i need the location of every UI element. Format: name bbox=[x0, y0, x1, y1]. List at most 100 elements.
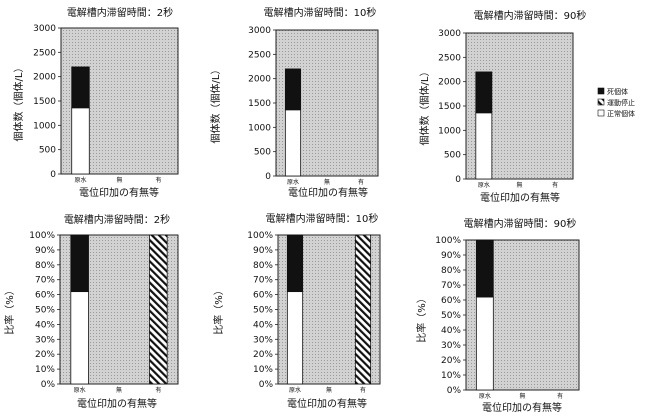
y-tick-label: 0% bbox=[259, 380, 274, 390]
x-axis-label: 電位印加の有無等 bbox=[480, 191, 560, 204]
y-tick-label: 90% bbox=[441, 251, 461, 261]
category-label: 有 bbox=[358, 178, 364, 186]
panel-title: 電解槽内滞留時間：90秒 bbox=[474, 9, 587, 22]
category-label: 原水 bbox=[74, 176, 86, 184]
category-label: 原水 bbox=[479, 392, 491, 400]
y-tick-label: 1500 bbox=[248, 99, 271, 109]
x-axis-label: 電位印加の有無等 bbox=[482, 401, 562, 414]
y-tick-label: 30% bbox=[35, 335, 55, 345]
panel-count-90s: 電解槽内滞留時間：90秒 個体数（個体/L） 原水 無 有 0 500 1000 1500 2… bbox=[418, 9, 586, 204]
legend-swatch-stopped bbox=[597, 98, 605, 106]
y-tick-label: 20% bbox=[35, 350, 55, 360]
y-tick-label: 100% bbox=[29, 231, 55, 241]
y-tick-label: 70% bbox=[441, 281, 461, 291]
y-tick-label: 60% bbox=[253, 291, 273, 301]
y-axis-label: 個体数（個体/L） bbox=[418, 67, 431, 146]
y-tick-label: 500 bbox=[444, 151, 461, 161]
panel-title: 電解槽内滞留時間：90秒 bbox=[464, 217, 577, 230]
y-tick-label: 70% bbox=[253, 276, 273, 286]
bar-segment bbox=[286, 291, 304, 385]
y-tick-label: 50% bbox=[35, 306, 55, 316]
bar-segment bbox=[354, 234, 372, 385]
bar-segment bbox=[71, 107, 90, 175]
y-tick-label: 20% bbox=[253, 350, 273, 360]
bar-segment bbox=[475, 71, 493, 114]
category-label: 無 bbox=[116, 386, 122, 394]
legend: 死個体 運動停止 正常個体 bbox=[597, 87, 635, 118]
y-tick-label: 20% bbox=[441, 356, 461, 366]
y-tick-label: 0% bbox=[447, 386, 462, 396]
panel-ratio-90s: 電解槽内滞留時間：90秒 比率（%） 原水 無 有 0% 10% 20% 30% 40% 50%… bbox=[415, 217, 580, 414]
category-label: 無 bbox=[519, 392, 525, 400]
panel-ratio-2s: 電解槽内滞留時間：2秒 比率（%） 原水 無 有 0% 10% 20% 30% 40% 50% 6… bbox=[3, 213, 179, 410]
panel-count-2s: 電解槽内滞留時間：2秒 個体数（個体/L） 原水 無 有 0 500 1000 1500 20… bbox=[12, 6, 179, 199]
y-tick-label: 30% bbox=[441, 341, 461, 351]
y-tick-label: 1500 bbox=[33, 97, 56, 107]
category-label: 原水 bbox=[287, 178, 299, 186]
y-tick-label: 60% bbox=[35, 291, 55, 301]
y-tick-label: 1000 bbox=[438, 126, 461, 136]
legend-swatch-dead bbox=[597, 87, 605, 95]
bar-segment bbox=[149, 234, 168, 385]
y-tick-label: 10% bbox=[441, 371, 461, 381]
y-tick-label: 100% bbox=[435, 236, 461, 246]
y-tick-label: 3000 bbox=[248, 26, 271, 36]
panel-title: 電解槽内滞留時間：10秒 bbox=[264, 6, 377, 19]
legend-label-stopped: 運動停止 bbox=[607, 98, 635, 107]
x-axis-label: 電位印加の有無等 bbox=[79, 186, 159, 199]
legend-label-normal: 正常個体 bbox=[607, 109, 635, 118]
y-tick-label: 80% bbox=[253, 261, 273, 271]
y-tick-label: 40% bbox=[253, 320, 273, 330]
y-tick-label: 60% bbox=[441, 296, 461, 306]
y-tick-label: 3000 bbox=[33, 24, 56, 34]
y-axis-label: 個体数（個体/L） bbox=[12, 63, 25, 142]
x-axis-label: 電位印加の有無等 bbox=[288, 186, 368, 199]
y-tick-label: 50% bbox=[253, 306, 273, 316]
y-axis-label: 個体数（個体/L） bbox=[209, 65, 222, 144]
y-tick-label: 2500 bbox=[438, 53, 461, 63]
y-tick-label: 40% bbox=[441, 326, 461, 336]
x-axis-label: 電位印加の有無等 bbox=[287, 397, 367, 410]
y-tick-label: 2500 bbox=[248, 50, 271, 60]
category-label: 有 bbox=[155, 176, 161, 184]
bar-segment bbox=[286, 234, 304, 293]
category-label: 有 bbox=[552, 181, 558, 189]
category-label: 無 bbox=[326, 386, 332, 394]
y-tick-label: 500 bbox=[39, 146, 56, 156]
panel-title: 電解槽内滞留時間：10秒 bbox=[266, 212, 379, 225]
panel-title: 電解槽内滞留時間：2秒 bbox=[67, 6, 173, 19]
category-label: 原水 bbox=[74, 386, 86, 394]
y-tick-label: 90% bbox=[253, 246, 273, 256]
bar-segment bbox=[70, 234, 89, 293]
y-tick-label: 50% bbox=[441, 311, 461, 321]
y-tick-label: 80% bbox=[441, 266, 461, 276]
y-tick-label: 500 bbox=[254, 148, 271, 158]
bar-segment bbox=[71, 66, 90, 109]
y-tick-label: 40% bbox=[35, 320, 55, 330]
category-label: 有 bbox=[155, 386, 161, 394]
y-axis-label: 比率（%） bbox=[415, 293, 428, 343]
y-tick-label: 10% bbox=[253, 365, 273, 375]
y-tick-label: 1000 bbox=[33, 121, 56, 131]
legend-swatch-normal bbox=[597, 109, 605, 117]
y-tick-label: 1000 bbox=[248, 123, 271, 133]
bar-segment bbox=[284, 68, 302, 111]
bar-segment bbox=[475, 112, 493, 180]
bar-segment bbox=[284, 109, 302, 177]
y-axis-label: 比率（%） bbox=[212, 285, 225, 335]
category-label: 原水 bbox=[478, 181, 490, 189]
category-label: 無 bbox=[324, 178, 330, 186]
category-label: 無 bbox=[516, 181, 522, 189]
bar-segment bbox=[475, 239, 494, 298]
y-axis-label: 比率（%） bbox=[3, 285, 16, 335]
panel-title: 電解槽内滞留時間：2秒 bbox=[64, 213, 170, 226]
y-tick-label: 3000 bbox=[438, 29, 461, 39]
y-tick-label: 0 bbox=[50, 170, 56, 180]
y-tick-label: 0 bbox=[455, 175, 461, 185]
y-tick-label: 0 bbox=[265, 172, 271, 182]
y-tick-label: 2500 bbox=[33, 48, 56, 58]
panel-ratio-10s: 電解槽内滞留時間：10秒 比率（%） 原水 無 有 0% 10% 20% 30% 40% 50%… bbox=[212, 212, 381, 410]
category-label: 有 bbox=[360, 386, 366, 394]
panel-count-10s: 電解槽内滞留時間：10秒 個体数（個体/L） 原水 無 有 0 500 1000 1500 2… bbox=[209, 6, 379, 199]
